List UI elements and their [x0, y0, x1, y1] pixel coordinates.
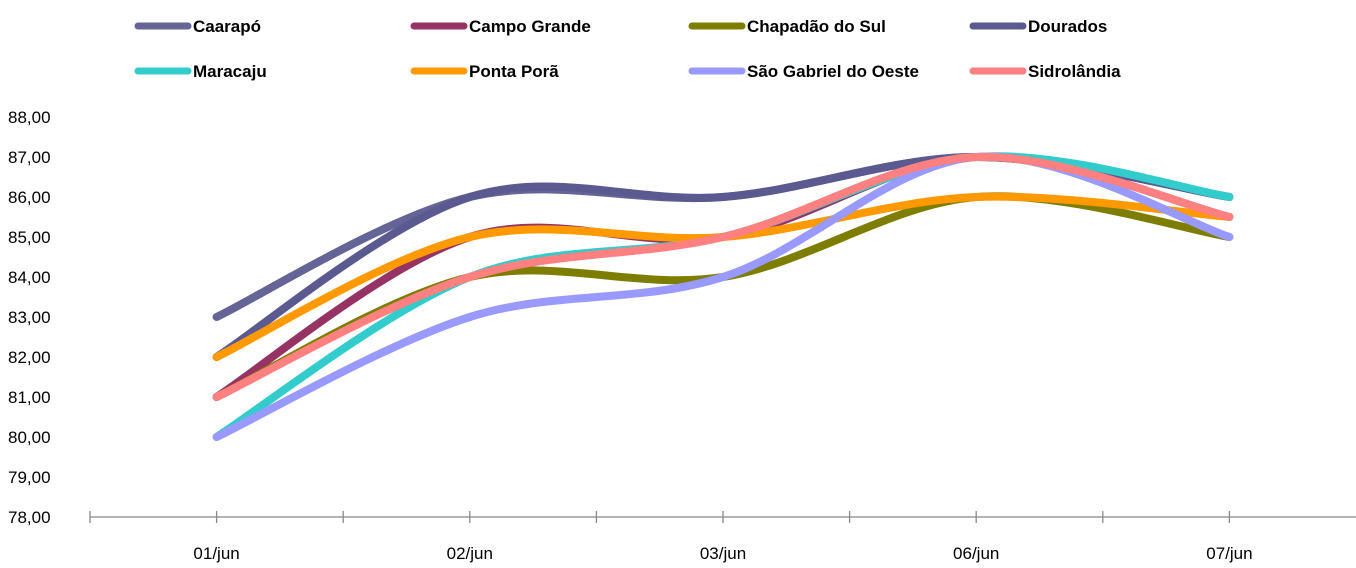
legend-item: São Gabriel do Oeste [688, 62, 919, 81]
legend-label: Maracaju [193, 62, 267, 81]
legend-item: Maracaju [134, 62, 267, 81]
y-tick-label: 80,00 [8, 428, 51, 447]
legend-label: Ponta Porã [469, 62, 559, 81]
legend-label: Campo Grande [469, 17, 591, 36]
x-tick-label: 02/jun [447, 544, 493, 563]
series-lines [212, 152, 1234, 441]
series-line-4 [212, 153, 1234, 361]
x-tick-label: 03/jun [700, 544, 746, 563]
series-line-3 [212, 192, 1234, 401]
legend-item: Dourados [969, 17, 1107, 36]
y-tick-label: 85,00 [8, 228, 51, 247]
y-tick-label: 86,00 [8, 188, 51, 207]
y-tick-label: 88,00 [8, 108, 51, 127]
x-tick-label: 06/jun [953, 544, 999, 563]
y-tick-label: 84,00 [8, 268, 51, 287]
y-axis: 78,00 79,00 80,00 81,00 82,00 83,00 84,00 85,00… [8, 108, 51, 527]
legend-label: Caarapó [193, 17, 261, 36]
y-tick-label: 82,00 [8, 348, 51, 367]
legend-label: São Gabriel do Oeste [747, 62, 919, 81]
y-tick-label: 79,00 [8, 468, 51, 487]
legend-item: Caarapó [134, 17, 261, 36]
legend-item: Campo Grande [410, 17, 591, 36]
x-tick-label: 07/jun [1206, 544, 1252, 563]
x-axis: 01/jun 02/jun 03/jun 06/jun 07/jun [89, 511, 1356, 563]
y-tick-label: 87,00 [8, 148, 51, 167]
y-tick-label: 83,00 [8, 308, 51, 327]
series-line-8 [212, 152, 1234, 401]
y-tick-label: 78,00 [8, 508, 51, 527]
legend-item: Ponta Porã [410, 62, 559, 81]
legend-label: Chapadão do Sul [747, 17, 886, 36]
legend-label: Sidrolândia [1028, 62, 1121, 81]
legend-item: Sidrolândia [969, 62, 1121, 81]
legend-item: Chapadão do Sul [688, 17, 886, 36]
y-tick-label: 81,00 [8, 388, 51, 407]
legend-label: Dourados [1028, 17, 1107, 36]
x-tick-label: 01/jun [193, 544, 239, 563]
legend: Caarapó Campo Grande Chapadão do Sul Dourad… [134, 17, 1121, 81]
